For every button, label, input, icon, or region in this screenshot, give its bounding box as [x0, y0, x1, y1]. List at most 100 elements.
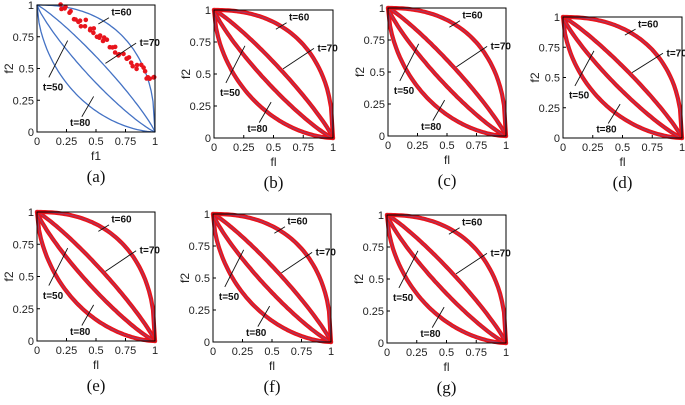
y-axis-label: f2	[528, 72, 542, 82]
approx-point	[128, 60, 134, 65]
y-tick-label: 0	[378, 338, 384, 350]
leader-line	[105, 42, 137, 64]
y-tick-label: 0.25	[13, 95, 34, 107]
curve-t=70	[36, 4, 156, 133]
panel-g: 0 0.25 0.5 0.75 1 0 0.25 0.5 0.75 1 fl f2 t=60 t=70 t=…	[352, 210, 511, 397]
leader-line	[274, 226, 286, 234]
approx-point	[77, 18, 83, 24]
approx-curve-t=60	[384, 212, 509, 346]
x-tick-label: 0.75	[115, 345, 136, 357]
y-tick-label: 1	[28, 0, 34, 12]
true-curve-t=60	[386, 214, 507, 344]
leader-line	[224, 249, 245, 288]
panel-caption: (b)	[264, 173, 284, 192]
true-curve-t=80	[387, 214, 507, 344]
leader-line	[449, 20, 461, 28]
panel-caption: (f)	[264, 377, 281, 396]
approx-point	[63, 4, 68, 10]
approx-point	[104, 37, 110, 42]
panel-e: 0 0.25 0.5 0.75 1 0 0.25 0.5 0.75 1 fl f2 t=60 t=70 t=…	[2, 207, 160, 395]
curve-label-t=50: t=50	[43, 83, 64, 94]
true-curve-t=70	[386, 214, 507, 344]
y-axis-label: f2	[179, 69, 193, 79]
true-curve-t=50	[386, 214, 507, 344]
x-tick-label: 1	[328, 346, 334, 358]
approx-curve-t=60	[210, 211, 334, 345]
x-axis-label: fl	[620, 155, 626, 169]
x-tick-label: 0.5	[439, 347, 454, 359]
leader-line	[98, 17, 110, 25]
curve-label-t=70: t=70	[316, 247, 337, 258]
y-tick-label: 0.75	[13, 32, 34, 44]
curve-label-t=50: t=50	[393, 293, 414, 304]
x-tick-label: 0	[34, 136, 40, 148]
leader-line	[81, 304, 95, 326]
x-tick-label: 0.75	[115, 136, 136, 148]
curve-t=60	[36, 4, 156, 133]
true-curve-t=70	[212, 213, 332, 343]
x-tick-label: 0.75	[642, 142, 663, 154]
y-tick-label: 1	[28, 207, 34, 219]
curve-label-t=60: t=60	[638, 19, 659, 30]
true-curve-t=50	[212, 213, 332, 343]
approx-point	[141, 65, 146, 70]
curve-label-t=70: t=70	[667, 48, 685, 59]
y-tick-label: 0.5	[19, 272, 34, 284]
true-curve-t=60	[213, 9, 334, 139]
approx-point	[82, 24, 88, 29]
x-tick-label: 0.5	[266, 142, 281, 154]
leader-line	[456, 46, 488, 68]
y-axis-label: f2	[352, 274, 366, 284]
curve-label-t=70: t=70	[140, 38, 161, 49]
true-curve-t=80	[214, 9, 334, 139]
y-tick-label: 0.75	[189, 241, 210, 253]
x-tick-label: 1	[503, 140, 509, 152]
true-curve-t=70	[213, 9, 334, 139]
curve-label-t=50: t=50	[569, 91, 590, 102]
true-curve-t=80	[563, 16, 683, 139]
approx-curve-t=60	[560, 14, 685, 141]
panel-a: 0 0.25 0.5 0.75 1 0 0.25 0.5 0.75 1 f1 f2 t=60 t=70 t=…	[2, 0, 160, 186]
leader-line	[281, 252, 313, 274]
x-tick-label: 0.25	[56, 345, 77, 357]
y-tick-label: 0	[205, 133, 211, 145]
x-tick-label: 0.25	[56, 136, 77, 148]
y-tick-label: 0.25	[363, 306, 384, 318]
y-tick-label: 0.25	[364, 99, 385, 111]
curve-label-t=70: t=70	[140, 246, 161, 257]
approx-point	[88, 26, 93, 32]
approx-point	[134, 66, 139, 72]
panel-caption: (e)	[87, 376, 106, 395]
y-axis-label: f2	[2, 271, 16, 281]
x-tick-label: 0.5	[88, 345, 103, 357]
leader-line	[448, 227, 460, 235]
x-axis-label: fl	[444, 360, 450, 374]
y-tick-label: 0.75	[190, 37, 211, 49]
curve-label-t=70: t=70	[491, 248, 512, 259]
panel-caption: (a)	[87, 167, 106, 186]
approx-point	[134, 62, 140, 68]
true-curve-t=70	[36, 211, 156, 342]
leader-line	[81, 96, 95, 117]
leader-line	[258, 101, 272, 123]
leader-line	[48, 40, 69, 78]
y-tick-label: 0	[28, 336, 34, 348]
approx-point	[142, 69, 148, 74]
y-axis-label: f2	[178, 273, 192, 283]
curve-label-t=50: t=50	[220, 88, 241, 99]
y-tick-label: 0	[204, 337, 210, 349]
approx-point	[112, 50, 118, 55]
leader-line	[257, 305, 271, 327]
true-curve-t=60	[387, 7, 507, 137]
x-tick-label: 0.25	[582, 142, 603, 154]
x-tick-label: 1	[330, 142, 336, 154]
leader-line	[399, 43, 420, 82]
x-tick-label: 0.25	[232, 346, 253, 358]
panel-b: 0 0.25 0.5 0.75 1 0 0.25 0.5 0.75 1 fl f2 t=60 t=70 t=…	[179, 5, 338, 192]
curve-label-t=60: t=60	[289, 13, 310, 24]
x-axis-label: fl	[269, 359, 275, 373]
panel-caption: (c)	[438, 171, 457, 190]
curve-label-t=50: t=50	[43, 291, 64, 302]
curve-label-t=60: t=60	[111, 8, 132, 19]
panel-caption: (g)	[437, 378, 457, 397]
